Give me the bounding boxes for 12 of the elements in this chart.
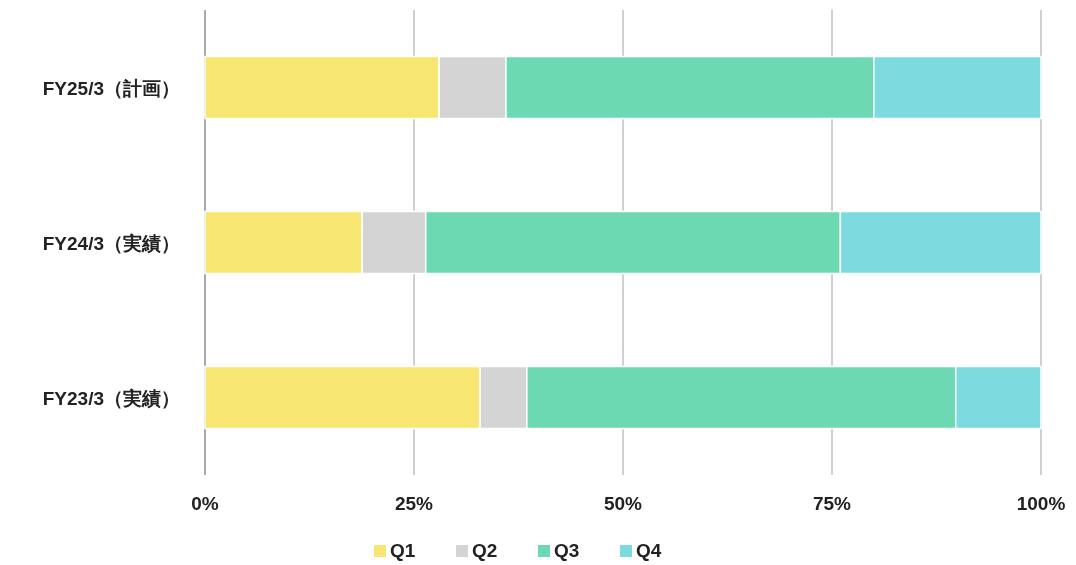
legend-label: Q3 (554, 540, 580, 561)
y-tick-label: FY24/3（実績） (42, 232, 180, 254)
x-tick-label: 50% (603, 493, 643, 514)
y-tick-label: FY25/3（計画） (42, 77, 180, 99)
x-tick-label: 0% (191, 493, 219, 514)
legend-label: Q2 (472, 540, 498, 561)
legend-label: Q4 (636, 540, 662, 561)
x-tick-label: 100% (1016, 493, 1066, 514)
y-tick-label: FY23/3（実績） (42, 387, 180, 409)
x-tick-label: 25% (394, 493, 434, 514)
x-tick-label: 75% (812, 493, 852, 514)
legend-label: Q1 (390, 540, 416, 561)
